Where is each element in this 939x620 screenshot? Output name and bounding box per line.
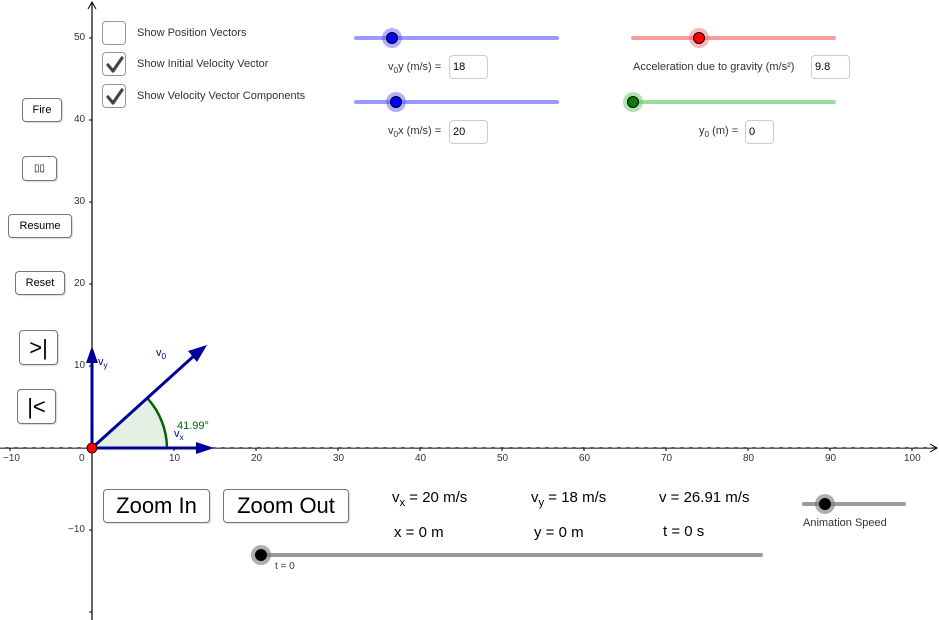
checkmark-icon — [106, 56, 124, 73]
x-tick-label: 100 — [904, 453, 921, 464]
checkbox-show-position-vectors[interactable] — [102, 21, 126, 45]
y0-slider-track[interactable] — [631, 100, 836, 104]
time-slider-track[interactable] — [261, 553, 763, 557]
v0-vector — [90, 352, 198, 450]
x-tick-label: 20 — [251, 453, 263, 464]
reset-button[interactable]: Reset — [15, 271, 65, 295]
angle-label: 41.99° — [177, 420, 209, 432]
y-tick-label: 50 — [74, 32, 86, 43]
speed-readout: v = 26.91 m/s — [659, 489, 750, 506]
x-tick-label: 80 — [743, 453, 755, 464]
time-slider-label: t = 0 — [275, 561, 295, 572]
resume-button[interactable]: Resume — [8, 214, 72, 238]
animation-speed-slider-knob[interactable] — [819, 498, 831, 510]
x-axis-arrow-icon — [929, 443, 939, 453]
time-slider-knob[interactable] — [255, 549, 267, 561]
zoom-in-button[interactable]: Zoom In — [103, 489, 210, 523]
vx-readout: vx = 20 m/s — [392, 489, 468, 509]
animation-speed-label: Animation Speed — [803, 517, 887, 529]
v0x-slider-track[interactable] — [354, 100, 559, 104]
step-back-button[interactable]: |< — [17, 389, 56, 424]
v0x-slider-knob[interactable] — [390, 96, 402, 108]
angle-arc — [146, 397, 169, 449]
gravity-slider-track[interactable] — [631, 36, 836, 40]
v0-label: v0 — [156, 347, 167, 361]
y-tick-label: 30 — [74, 196, 86, 207]
gravity-label: Acceleration due to gravity (m/s²) — [633, 61, 795, 73]
time-readout: t = 0 s — [663, 523, 705, 540]
y-tick-label: 10 — [74, 360, 86, 371]
x-tick-label: 50 — [497, 453, 509, 464]
vy-arrowhead-icon — [86, 346, 98, 363]
y-tick-label: 40 — [74, 114, 86, 125]
angle-sector — [92, 398, 167, 448]
gravity-slider-knob[interactable] — [693, 32, 705, 44]
checkbox-show-initial-velocity[interactable] — [102, 52, 126, 76]
v0-arrowhead-icon — [188, 345, 207, 362]
x-tick-label: 10 — [169, 453, 181, 464]
checkbox-label-position-vectors: Show Position Vectors — [137, 27, 247, 39]
v0x-label: v0x (m/s) = — [388, 125, 442, 139]
v0y-label: v0y (m/s) = — [388, 61, 442, 75]
x-position-readout: x = 0 m — [394, 524, 444, 541]
vx-arrowhead-icon — [196, 442, 214, 454]
v0y-input[interactable]: 18 — [449, 55, 488, 79]
animation-speed-slider-track[interactable] — [802, 502, 906, 506]
y-position-readout: y = 0 m — [534, 524, 584, 541]
v0y-slider-knob[interactable] — [386, 32, 398, 44]
fire-button[interactable]: Fire — [22, 98, 62, 122]
gravity-input[interactable]: 9.8 — [811, 55, 850, 79]
y0-slider-knob[interactable] — [627, 96, 639, 108]
x-tick-label: 90 — [825, 453, 837, 464]
checkbox-label-initial-velocity: Show Initial Velocity Vector — [137, 58, 269, 70]
projectile-point — [86, 442, 98, 454]
v0y-slider-track[interactable] — [354, 36, 559, 40]
y0-input[interactable]: 0 — [745, 120, 774, 144]
pause-button[interactable]: ▯▯ — [22, 156, 57, 181]
x-tick-label: 70 — [661, 453, 673, 464]
v0x-input[interactable]: 20 — [449, 120, 488, 144]
checkbox-show-velocity-components[interactable] — [102, 84, 126, 108]
checkmark-icon — [106, 88, 124, 105]
x-tick-label: −10 — [3, 453, 20, 464]
x-tick-label: 60 — [579, 453, 591, 464]
x-tick-label: 40 — [415, 453, 427, 464]
step-forward-button[interactable]: >| — [19, 330, 58, 365]
checkbox-label-velocity-components: Show Velocity Vector Components — [137, 90, 306, 102]
x-tick-label: 30 — [333, 453, 345, 464]
vy-readout: vy = 18 m/s — [531, 489, 607, 509]
y-tick-label: −10 — [68, 524, 85, 535]
y-axis-arrow-icon — [87, 0, 97, 10]
vx-label: vx — [174, 428, 184, 442]
x-axis-ticks — [9, 448, 913, 451]
x-tick-label: 0 — [79, 453, 85, 464]
y0-label: y0 (m) = — [699, 125, 739, 139]
y-tick-label: 20 — [74, 278, 86, 289]
vy-label: vy — [98, 356, 108, 370]
zoom-out-button[interactable]: Zoom Out — [223, 489, 349, 523]
